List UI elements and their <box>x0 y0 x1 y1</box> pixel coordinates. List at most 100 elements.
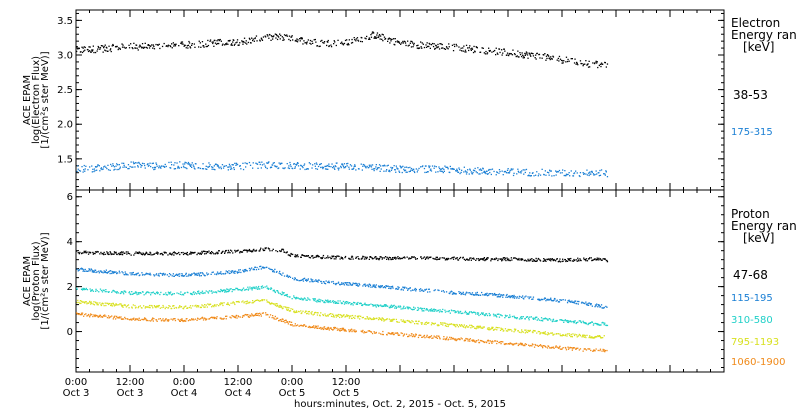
data-point <box>425 171 428 173</box>
data-point <box>119 252 121 254</box>
data-point <box>286 251 288 253</box>
data-point <box>132 271 134 274</box>
data-point <box>579 348 582 350</box>
data-point <box>344 256 346 259</box>
data-point <box>550 332 552 334</box>
data-point <box>538 319 541 321</box>
data-point <box>134 274 136 276</box>
data-point <box>85 288 87 290</box>
data-point <box>288 307 290 309</box>
data-point <box>252 250 254 253</box>
data-point <box>349 315 351 318</box>
data-point <box>294 323 296 325</box>
data-point <box>95 166 97 168</box>
data-point <box>596 173 598 175</box>
data-point <box>570 257 572 260</box>
data-point <box>362 316 364 319</box>
data-point <box>336 162 338 164</box>
data-point <box>260 265 262 267</box>
data-point <box>183 166 185 169</box>
data-point <box>111 272 113 275</box>
data-point <box>158 165 160 167</box>
data-point <box>315 326 318 328</box>
data-point <box>192 291 194 294</box>
data-point <box>402 40 404 43</box>
data-point <box>559 172 562 174</box>
data-point <box>332 300 334 303</box>
data-point <box>386 258 388 260</box>
data-point <box>115 271 117 273</box>
data-point <box>281 306 283 308</box>
data-point <box>114 271 116 273</box>
data-point <box>270 288 273 290</box>
data-point <box>375 258 377 260</box>
data-point <box>404 41 406 43</box>
data-point <box>483 341 485 343</box>
data-point <box>484 294 486 296</box>
data-point <box>532 317 534 319</box>
data-point <box>418 47 421 49</box>
data-point <box>448 46 450 48</box>
data-point <box>127 252 130 254</box>
data-point <box>459 324 461 326</box>
data-point <box>161 252 163 255</box>
data-point <box>451 257 453 259</box>
data-point <box>273 289 275 291</box>
data-point <box>104 49 106 51</box>
data-point <box>448 310 450 313</box>
data-point <box>93 315 96 317</box>
data-point <box>334 256 336 258</box>
data-point <box>92 303 94 305</box>
data-point <box>285 319 287 321</box>
data-point <box>116 163 118 165</box>
data-point <box>344 328 346 331</box>
data-point <box>559 345 561 347</box>
data-point <box>338 328 340 330</box>
data-point <box>482 47 484 49</box>
data-point <box>356 303 359 305</box>
data-point <box>335 283 337 286</box>
data-point <box>107 50 109 52</box>
data-point <box>354 302 356 304</box>
data-point <box>380 318 382 320</box>
data-point <box>121 46 124 48</box>
data-point <box>496 294 498 296</box>
data-point <box>76 50 78 53</box>
data-point <box>157 292 159 295</box>
data-point <box>591 336 593 338</box>
data-point <box>142 273 144 276</box>
data-point <box>104 271 106 273</box>
data-point <box>410 169 412 171</box>
data-point <box>416 171 418 173</box>
data-point <box>568 333 570 335</box>
data-point <box>459 312 461 314</box>
data-point <box>371 168 373 170</box>
data-point <box>441 170 443 173</box>
data-point <box>106 317 109 319</box>
data-point <box>375 286 377 289</box>
data-point <box>345 330 347 332</box>
data-point <box>242 162 244 164</box>
data-point <box>443 48 445 50</box>
data-point <box>462 312 464 314</box>
data-point <box>81 288 83 290</box>
data-point <box>415 334 417 336</box>
data-point <box>202 292 204 295</box>
data-point <box>410 308 413 310</box>
data-point <box>512 168 514 170</box>
data-point <box>600 65 602 68</box>
data-point <box>549 169 551 171</box>
data-point <box>228 163 231 165</box>
data-point <box>507 168 509 170</box>
data-point <box>465 44 468 46</box>
data-point <box>355 330 357 332</box>
data-point <box>189 253 191 255</box>
data-point <box>137 318 139 320</box>
data-point <box>488 327 490 329</box>
data-point <box>121 304 124 307</box>
data-point <box>380 168 382 170</box>
data-point <box>76 301 78 304</box>
y-tick-label: 6 <box>67 192 73 203</box>
data-point <box>562 319 564 322</box>
data-point <box>526 316 529 318</box>
